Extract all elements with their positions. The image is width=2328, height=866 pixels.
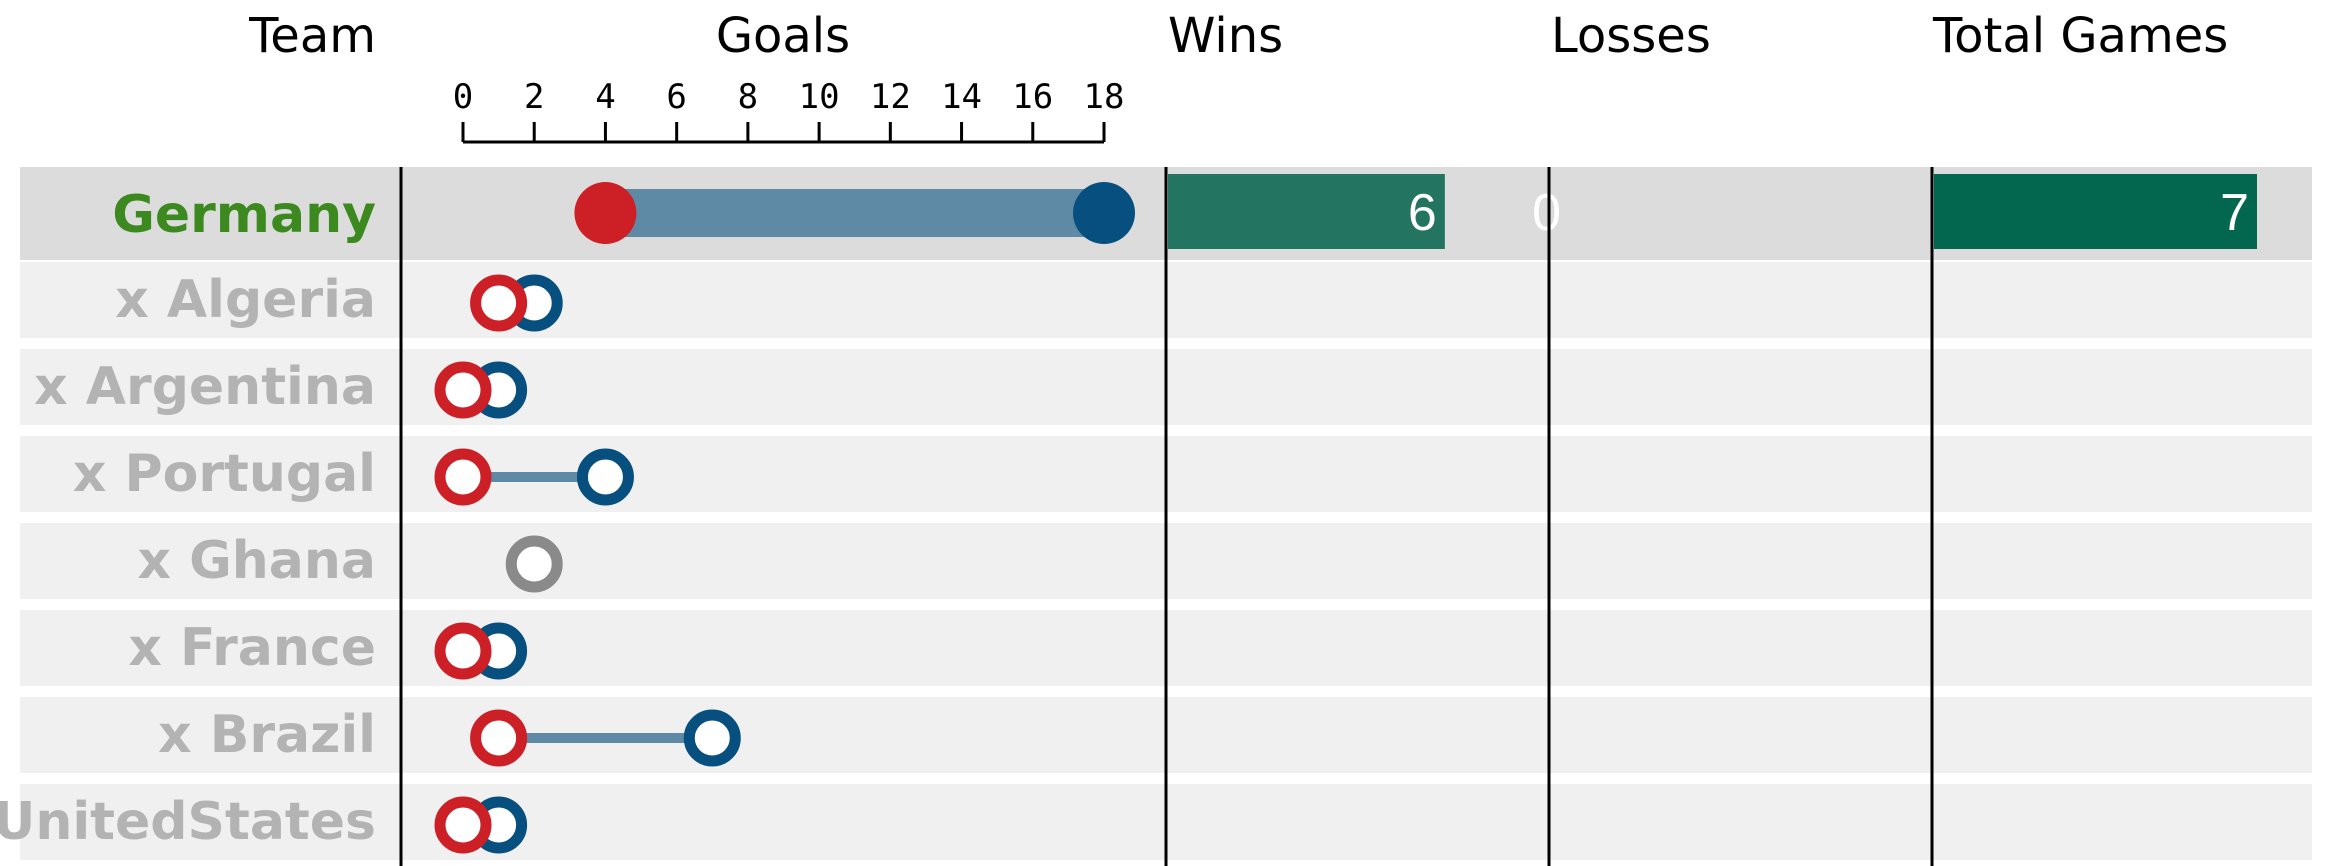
match-goals-against-dot bbox=[470, 274, 528, 332]
match-goals-against-dot bbox=[434, 448, 492, 506]
summary-team-label: Germany bbox=[112, 185, 376, 245]
match-goals-for-dot bbox=[576, 448, 634, 506]
wins-bar bbox=[1168, 174, 1445, 249]
match-goals-against-dot bbox=[470, 709, 528, 767]
match-rows: x Algeria x Argentina x Portugal x Ghana x F… bbox=[0, 262, 2312, 860]
match-opponent-label: x Algeria bbox=[115, 270, 376, 330]
summary-goals-for-dot bbox=[1073, 182, 1135, 244]
match-opponent-label: x UnitedStates bbox=[0, 792, 376, 852]
match-opponent-label: x Portugal bbox=[73, 444, 376, 504]
total-games-value-label: 7 bbox=[2220, 184, 2249, 242]
match-goals-against-dot bbox=[434, 361, 492, 419]
match-row: x UnitedStates bbox=[0, 784, 2312, 860]
goals-axis-tick-label: 16 bbox=[1012, 77, 1053, 117]
match-opponent-label: x France bbox=[128, 618, 376, 678]
header-total-games: Total Games bbox=[1932, 8, 2228, 64]
goals-axis-tick-label: 6 bbox=[666, 77, 686, 117]
match-opponent-label: x Brazil bbox=[158, 705, 376, 765]
wins-value-label: 6 bbox=[1408, 184, 1437, 242]
goals-axis-tick-label: 12 bbox=[870, 77, 911, 117]
header-team: Team bbox=[248, 8, 376, 64]
match-opponent-label: x Argentina bbox=[34, 357, 376, 417]
total-games-bar bbox=[1934, 174, 2257, 249]
losses-value-label: 0 bbox=[1532, 184, 1561, 242]
match-opponent-label: x Ghana bbox=[137, 531, 376, 591]
summary-goals-against-dot bbox=[574, 182, 637, 244]
header-losses: Losses bbox=[1551, 8, 1711, 64]
header-wins: Wins bbox=[1168, 8, 1283, 64]
goals-axis-tick-label: 10 bbox=[799, 77, 840, 117]
column-dividers bbox=[399, 167, 1934, 866]
match-draw-dot bbox=[505, 535, 563, 593]
match-goals-for-dot bbox=[683, 709, 741, 767]
match-goals-against-dot bbox=[434, 796, 492, 854]
goals-axis-tick-label: 18 bbox=[1084, 77, 1125, 117]
goals-axis-tick-label: 8 bbox=[738, 77, 758, 117]
header-goals: Goals bbox=[716, 8, 850, 64]
goals-axis-tick-label: 2 bbox=[524, 77, 544, 117]
goals-axis-tick-label: 0 bbox=[453, 77, 473, 117]
goals-axis: 0 2 4 6 8 10 12 14 16 18 bbox=[453, 77, 1125, 144]
goals-axis-tick-label: 14 bbox=[941, 77, 982, 117]
match-goals-against-dot bbox=[434, 622, 492, 680]
goals-axis-tick-label: 4 bbox=[595, 77, 615, 117]
